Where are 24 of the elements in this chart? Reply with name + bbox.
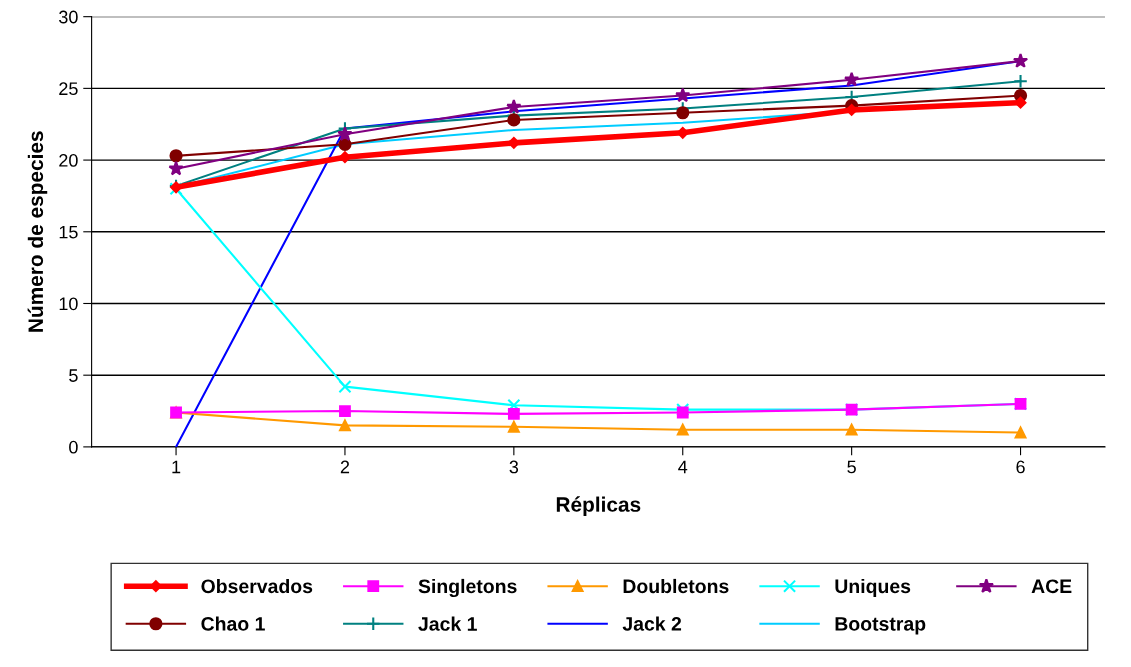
legend-label: Bootstrap	[835, 617, 926, 635]
y-tick-label: 5	[69, 369, 78, 382]
y-tick-label: 10	[59, 297, 78, 311]
y-tick-label: 0	[69, 440, 78, 454]
x-tick-label: 6	[1016, 460, 1025, 474]
x-tick-label: 5	[847, 460, 856, 474]
x-tick-label: 3	[509, 460, 519, 474]
y-tick-label: 25	[59, 82, 78, 96]
x-tick-label: 2	[340, 460, 350, 474]
legend-label: Uniques	[835, 578, 911, 598]
x-axis-title: Réplicas	[556, 496, 641, 516]
legend-label: Doubletons	[623, 578, 729, 594]
y-axis-title: Número de especies	[27, 131, 48, 332]
x-tick-label: 1	[172, 460, 181, 474]
legend-label: Singletons	[418, 578, 517, 598]
legend-label: Observados	[201, 578, 313, 594]
legend-label: Jack 1	[418, 616, 477, 631]
y-tick-label: 30	[59, 10, 78, 24]
legend-label: Chao 1	[201, 616, 265, 631]
y-tick-label: 15	[59, 225, 78, 239]
y-tick-label: 20	[59, 154, 78, 167]
legend-label: ACE	[1031, 579, 1072, 594]
legend-label: Jack 2	[622, 616, 682, 631]
x-tick-label: 4	[678, 460, 688, 474]
